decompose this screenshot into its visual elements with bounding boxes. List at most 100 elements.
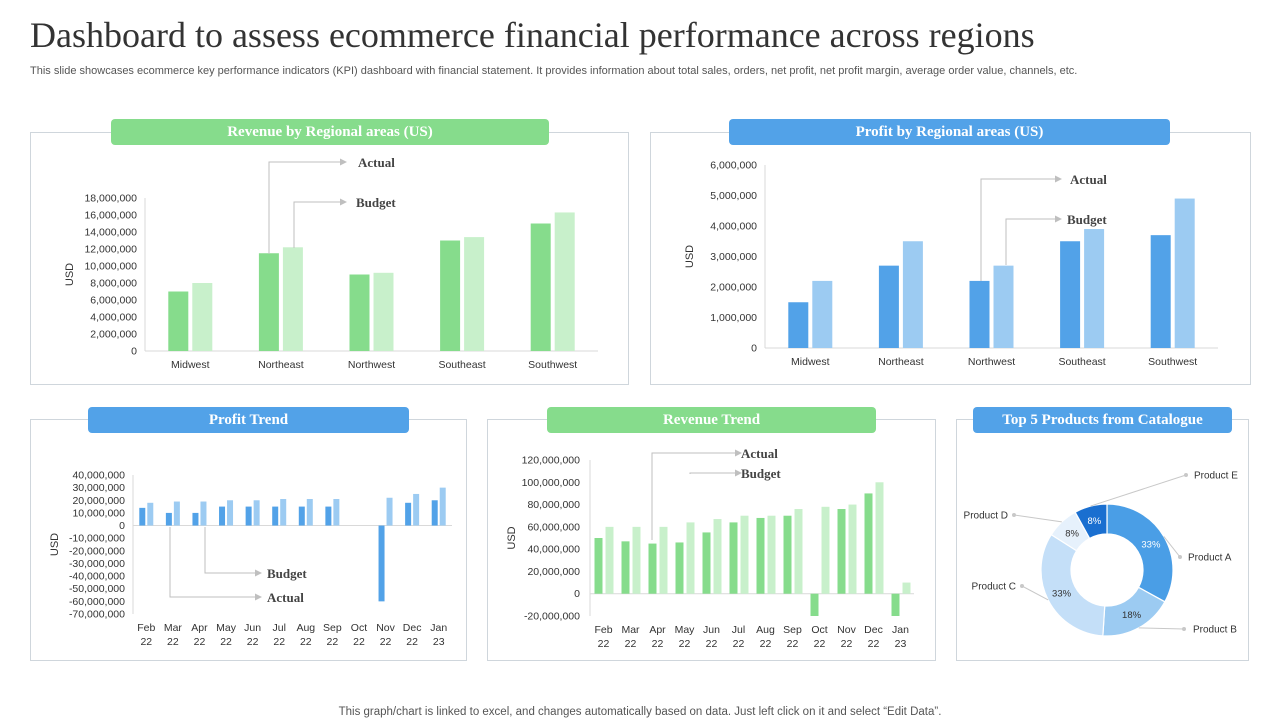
y-tick-label: 0 [574,588,580,600]
callout-line [651,452,735,540]
slice-value-label: 8% [1065,528,1079,539]
x-tick-label: 22 [598,638,610,650]
x-tick-label: Dec [403,622,422,634]
y-tick-label: 0 [119,520,125,532]
slice-value-label: 33% [1052,589,1072,600]
y-tick-label: 2,000,000 [90,329,137,341]
bar-actual [594,538,603,594]
leader-dot [1178,555,1182,559]
bar-actual [729,522,738,594]
x-tick-label: 22 [787,638,799,650]
y-tick-label: -20,000,000 [524,611,580,623]
leader-line [1163,536,1181,558]
x-tick-label: 22 [140,636,152,648]
bar-budget [605,526,614,594]
x-tick-label: 22 [380,636,392,648]
x-tick-label: Feb [594,624,612,636]
slice-value-label: 8% [1087,516,1101,527]
product-label: Product C [972,582,1016,593]
bar-budget [767,515,776,594]
bar-budget [253,500,260,526]
callout-label-actual: Actual [1070,172,1107,187]
bar-actual [1150,235,1171,348]
bar-actual [165,512,172,526]
x-tick-label: 22 [220,636,232,648]
y-tick-label: 0 [751,343,757,355]
bar-actual [788,302,809,348]
x-tick-label: 22 [353,636,365,648]
x-tick-label: 22 [814,638,826,650]
x-tick-label: 22 [300,636,312,648]
y-tick-label: -10,000,000 [69,533,125,545]
y-tick-label: 20,000,000 [527,566,580,578]
bar-actual [702,532,711,594]
revenue-regional-panel [30,132,629,385]
bar-budget [740,515,749,594]
y-tick-label: 4,000,000 [90,312,137,324]
slice-value-label: 18% [1122,610,1142,621]
x-tick-label: Feb [137,622,155,634]
x-tick-label: 22 [652,638,664,650]
x-tick-label: May [216,622,237,634]
bar-budget [875,482,884,594]
bar-budget [439,487,446,526]
bar-actual [675,542,684,594]
bar-budget [192,283,213,351]
y-tick-label: 2,000,000 [710,282,757,294]
page-subtitle: This slide showcases ecommerce key perfo… [30,65,1078,77]
bar-budget [280,499,287,526]
bar-actual [864,493,873,594]
bar-actual [969,280,990,348]
bar-budget [464,237,485,351]
x-tick-label: Southeast [1058,356,1105,368]
bar-budget [632,526,641,594]
callout-label-budget: Budget [1067,212,1107,227]
y-tick-label: 18,000,000 [84,193,137,205]
bar-budget [902,582,911,594]
bar-actual [648,543,657,594]
bar-actual [192,512,199,526]
bar-actual [891,593,900,616]
leader-dot [1184,473,1188,477]
x-tick-label: 22 [760,638,772,650]
x-tick-label: Southeast [438,359,485,371]
y-axis-label: USD [506,526,518,549]
y-tick-label: 4,000,000 [710,221,757,233]
profit-regional-heading: Profit by Regional areas (US) [729,119,1170,145]
x-tick-label: Oct [811,624,827,636]
bar-budget [147,502,154,526]
bar-budget [659,526,668,594]
bar-actual [168,291,189,351]
y-axis-label: USD [49,533,61,556]
leader-line [1021,585,1049,601]
x-tick-label: Jan [892,624,909,636]
y-tick-label: 16,000,000 [84,210,137,222]
y-tick-label: -30,000,000 [69,558,125,570]
slice-value-label: 33% [1141,540,1161,551]
x-tick-label: 22 [406,636,418,648]
x-tick-label: Dec [864,624,883,636]
bar-budget [200,501,207,526]
x-tick-label: 22 [625,638,637,650]
bar-budget [713,519,722,594]
leader-line [1013,514,1062,523]
callout-label-actual: Actual [267,590,304,605]
bar-actual [219,506,226,526]
x-tick-label: Apr [191,622,208,634]
bar-actual [1060,241,1081,348]
x-tick-label: 22 [679,638,691,650]
x-tick-label: Sep [783,624,802,636]
callout-arrow [340,158,347,166]
bar-actual [810,593,819,616]
revenue-trend-panel [487,419,936,661]
bar-budget [812,280,833,348]
x-tick-label: Jan [430,622,447,634]
y-tick-label: 60,000,000 [527,521,580,533]
y-axis-label: USD [64,263,76,286]
y-tick-label: 5,000,000 [710,190,757,202]
